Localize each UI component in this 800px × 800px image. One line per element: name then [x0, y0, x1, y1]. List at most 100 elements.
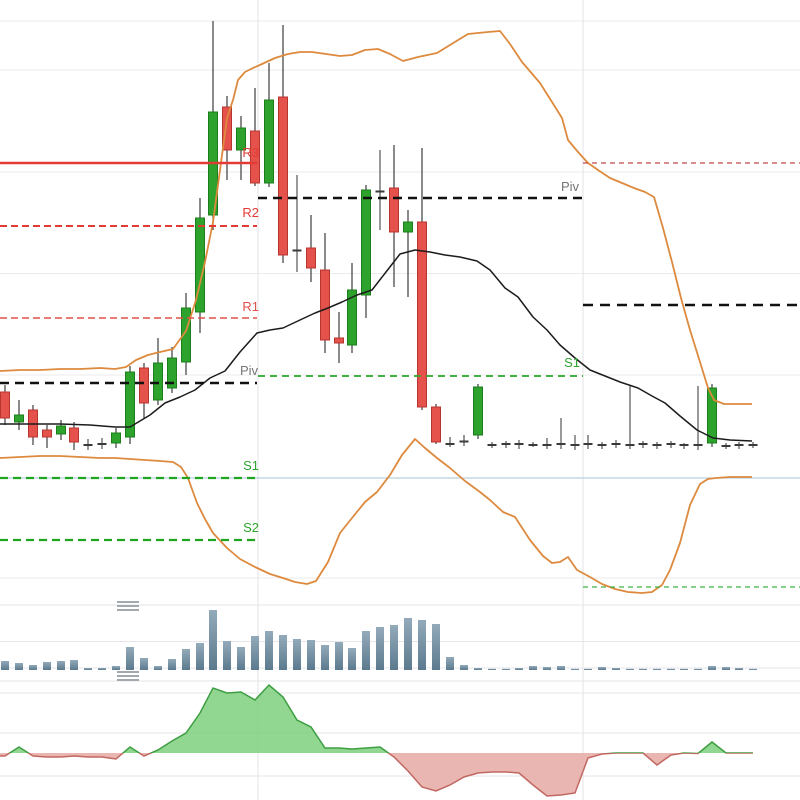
up-candle: [153, 362, 163, 401]
volume-bar: [154, 666, 162, 670]
pivot-labels: R3 R2 R1 Piv S1 S2 Piv S1: [240, 145, 580, 535]
drag-handle-icon: [117, 675, 139, 677]
volume-bar: [404, 618, 412, 670]
macd-histogram: [0, 683, 753, 797]
pivot-label-s1-7: S1: [564, 355, 580, 370]
pivot-label-r2-1: R2: [242, 205, 259, 220]
volume-bar: [735, 668, 743, 670]
volume-bar: [612, 668, 620, 670]
pivot-label-piv-6: Piv: [561, 179, 580, 194]
volume-bar: [529, 666, 537, 670]
volume-panel-drag-handle[interactable]: [117, 601, 139, 611]
down-candle: [139, 367, 149, 404]
volume-bar: [126, 647, 134, 670]
down-candle: [250, 130, 260, 184]
down-candle: [306, 247, 316, 269]
pivot-label-s2-5: S2: [243, 520, 259, 535]
volume-bar: [460, 665, 468, 670]
down-candle: [389, 187, 399, 233]
volume-bar: [488, 668, 496, 670]
volume-bar: [265, 631, 273, 670]
volume-bar: [376, 627, 384, 670]
down-candle: [278, 96, 288, 256]
down-candle: [0, 391, 10, 419]
down-candle: [222, 106, 232, 151]
volume-bar: [598, 667, 606, 670]
volume-bar: [321, 645, 329, 670]
down-candle: [42, 429, 52, 438]
volume-bar: [708, 666, 716, 670]
candlestick-series: [0, 21, 758, 450]
down-candle: [320, 269, 330, 341]
volume-bar: [557, 666, 565, 670]
up-candle: [125, 371, 135, 438]
drag-handle-icon: [117, 679, 139, 681]
volume-bar: [722, 667, 730, 670]
volume-bar: [237, 647, 245, 670]
pivot-label-r3-0: R3: [242, 145, 259, 160]
drag-handle-icon: [117, 605, 139, 607]
volume-bar: [223, 641, 231, 670]
up-candle: [167, 357, 177, 389]
volume-bar: [196, 643, 204, 670]
up-candle: [707, 387, 717, 444]
volume-bar: [362, 631, 370, 670]
volume-bar: [43, 662, 51, 670]
down-candle: [417, 221, 427, 408]
volume-bar: [694, 668, 702, 670]
down-candle: [69, 427, 79, 443]
volume-bar: [543, 667, 551, 670]
volume-bar: [140, 658, 148, 670]
macd-negative-area: [0, 753, 753, 797]
up-candle: [236, 127, 246, 151]
pivot-lines: [0, 161, 800, 588]
volume-bar: [182, 649, 190, 670]
volume-bar: [279, 635, 287, 670]
volume-bar: [15, 663, 23, 670]
volume-bar: [653, 668, 661, 670]
volume-bar: [571, 668, 579, 670]
volume-bar: [57, 661, 65, 670]
volume-bar: [335, 642, 343, 670]
up-candle: [14, 414, 24, 423]
volume-bar: [209, 610, 217, 670]
macd-panel-drag-handle[interactable]: [117, 671, 139, 681]
moving-average-line: [0, 249, 753, 442]
up-candle: [111, 432, 121, 444]
drag-handle-icon: [117, 671, 139, 673]
volume-bar: [432, 624, 440, 670]
volume-bar: [84, 668, 92, 670]
up-candle: [181, 307, 191, 363]
pivot-label-piv-3: Piv: [240, 363, 259, 378]
up-candle: [56, 425, 66, 435]
pivot-label-s1-4: S1: [243, 458, 259, 473]
volume-bar: [29, 665, 37, 670]
volume-bar: [390, 625, 398, 670]
up-candle: [473, 386, 483, 436]
volume-bar: [474, 668, 482, 670]
volume-bar: [168, 659, 176, 670]
volume-bar: [98, 668, 106, 670]
down-candle: [334, 337, 344, 344]
volume-bar: [70, 660, 78, 670]
up-candle: [361, 189, 371, 296]
volume-bar: [584, 668, 592, 670]
drag-handle-icon: [117, 601, 139, 603]
volume-bar: [251, 636, 259, 670]
volume-bar: [749, 668, 757, 670]
volume-bar: [515, 668, 523, 670]
volume-bar: [1, 661, 9, 670]
volume-bar: [446, 657, 454, 670]
volume-bar: [112, 666, 120, 670]
bollinger-upper-band: [0, 30, 752, 405]
up-candle: [347, 289, 357, 346]
volume-bar: [639, 668, 647, 670]
volume-bar: [680, 668, 688, 670]
volume-bar: [418, 620, 426, 670]
volume-bar: [293, 639, 301, 670]
down-candle: [431, 406, 441, 443]
bollinger-lower-band: [0, 438, 752, 594]
volume-bar: [348, 648, 356, 670]
